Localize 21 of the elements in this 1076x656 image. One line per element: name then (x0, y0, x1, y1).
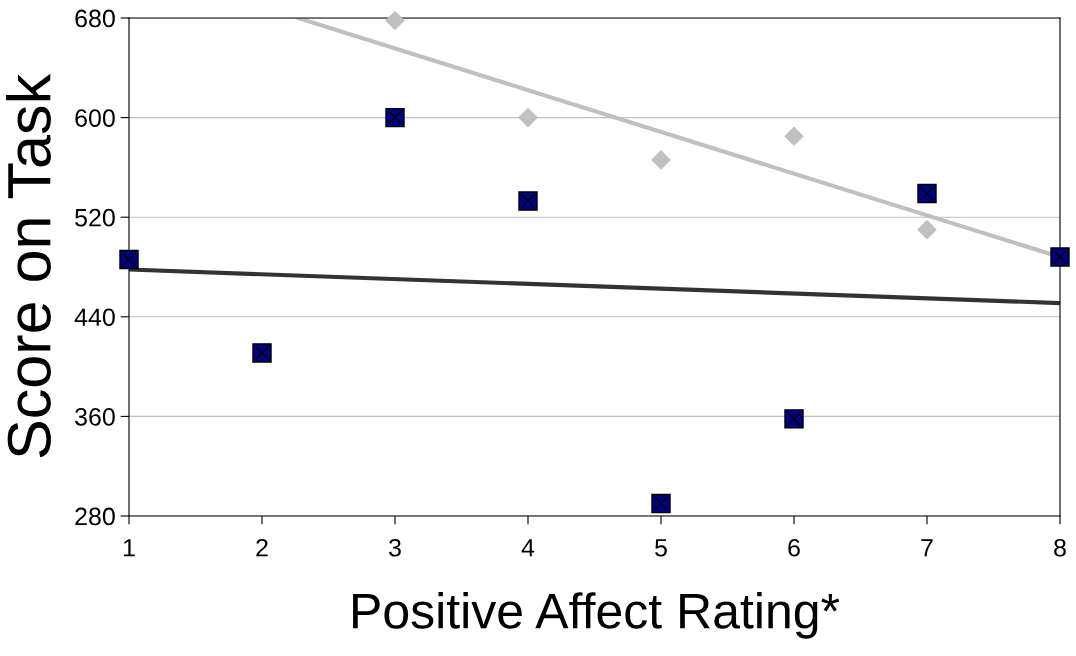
x-tick-label: 7 (921, 539, 933, 557)
y-tick-label: 440 (74, 308, 115, 327)
y-axis-title: Score on Task (6, 73, 51, 458)
point (518, 108, 538, 128)
point (784, 126, 804, 146)
x-tick-label: 8 (1054, 538, 1066, 557)
point (917, 220, 937, 240)
x-tick-label: 4 (521, 539, 535, 557)
x-tick-label: 6 (788, 538, 800, 557)
x-tick-label: 2 (256, 538, 268, 557)
x-tick-label: 3 (389, 538, 401, 557)
y-tick-label: 520 (75, 208, 115, 227)
y-tick-label: 360 (75, 408, 115, 426)
point (385, 10, 405, 31)
x-axis-title: Positive Affect Rating* (353, 592, 840, 639)
x-tick-label: 1 (123, 539, 135, 557)
x-tick-label: 5 (655, 539, 667, 557)
y-tick-label: 600 (75, 109, 115, 127)
y-tick-label: 280 (75, 507, 115, 526)
y-tick-label: 680 (75, 9, 115, 28)
point (651, 150, 671, 170)
